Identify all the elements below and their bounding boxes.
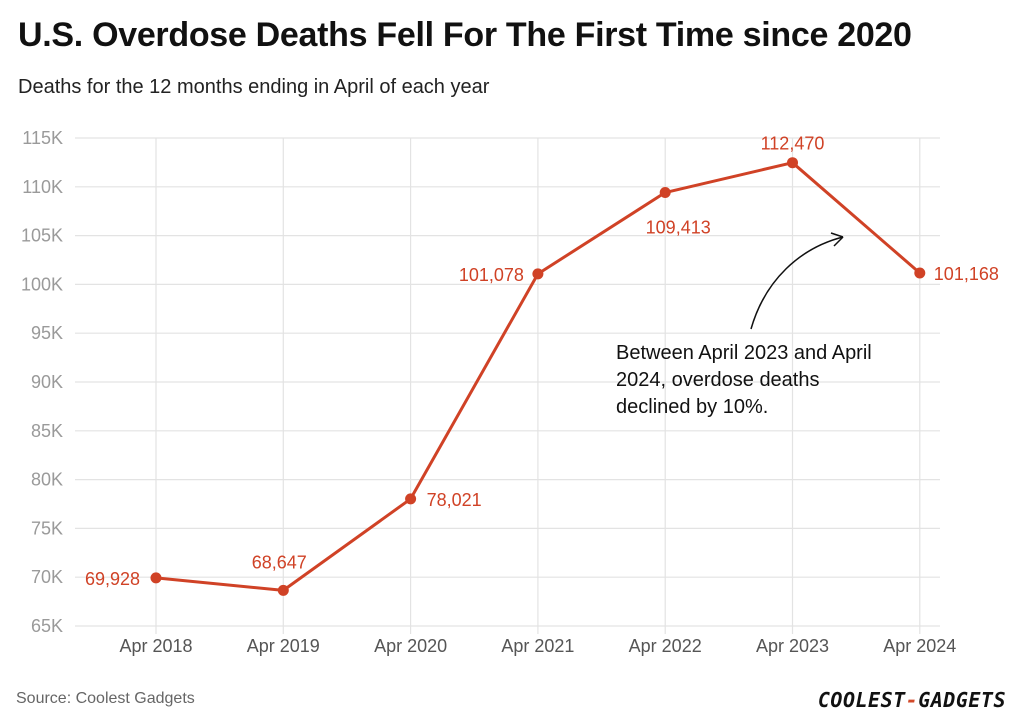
x-tick-label: Apr 2021 bbox=[501, 636, 574, 656]
x-tick-label: Apr 2022 bbox=[629, 636, 702, 656]
y-tick-label: 75K bbox=[31, 518, 63, 538]
chart-subtitle: Deaths for the 12 months ending in April… bbox=[18, 76, 490, 98]
x-tick-label: Apr 2024 bbox=[883, 636, 956, 656]
y-tick-label: 80K bbox=[31, 470, 63, 490]
logo-dash: - bbox=[905, 688, 919, 712]
x-tick-label: Apr 2018 bbox=[119, 636, 192, 656]
data-point bbox=[787, 157, 798, 169]
data-point bbox=[405, 493, 417, 505]
y-tick-label: 110K bbox=[22, 177, 63, 197]
annotation-text: Between April 2023 and April 2024, overd… bbox=[616, 342, 872, 418]
y-tick-label: 105K bbox=[21, 226, 63, 246]
annotation-arrow bbox=[750, 236, 844, 330]
logo-part-2: GADGETS bbox=[918, 688, 1006, 712]
data-label: 68,647 bbox=[252, 552, 307, 572]
y-tick-label: 65K bbox=[31, 616, 63, 636]
data-label: 101,078 bbox=[459, 265, 524, 285]
chart-title: U.S. Overdose Deaths Fell For The First … bbox=[18, 16, 912, 54]
data-label: 78,021 bbox=[427, 490, 482, 510]
data-point bbox=[150, 572, 162, 584]
x-tick-label: Apr 2019 bbox=[247, 636, 320, 656]
line-chart: 65K 70K 75K 80K 85K 90K 95K 100K 105K 110K 115K Apr… bbox=[21, 128, 999, 656]
annotation-arrowhead bbox=[830, 232, 844, 247]
y-tick-label: 90K bbox=[31, 372, 63, 392]
y-tick-label: 70K bbox=[31, 567, 63, 587]
data-point bbox=[659, 187, 671, 199]
data-label: 69,928 bbox=[85, 569, 140, 589]
y-tick-label: 115K bbox=[22, 128, 63, 148]
data-point bbox=[914, 267, 926, 279]
data-point bbox=[277, 584, 289, 596]
data-label: 109,413 bbox=[646, 218, 711, 238]
x-tick-label: Apr 2020 bbox=[374, 636, 447, 656]
x-tick-label: Apr 2023 bbox=[756, 636, 829, 656]
brand-logo: COOLEST-GADGETS bbox=[818, 688, 1006, 712]
data-label: 112,470 bbox=[761, 134, 825, 154]
source-note: Source: Coolest Gadgets bbox=[16, 690, 195, 707]
data-label: 101,168 bbox=[934, 264, 999, 284]
y-tick-label: 95K bbox=[31, 323, 63, 343]
data-point bbox=[532, 268, 544, 280]
y-tick-label: 100K bbox=[21, 274, 63, 294]
y-tick-label: 85K bbox=[31, 421, 63, 441]
logo-part-1: COOLEST bbox=[817, 688, 906, 712]
